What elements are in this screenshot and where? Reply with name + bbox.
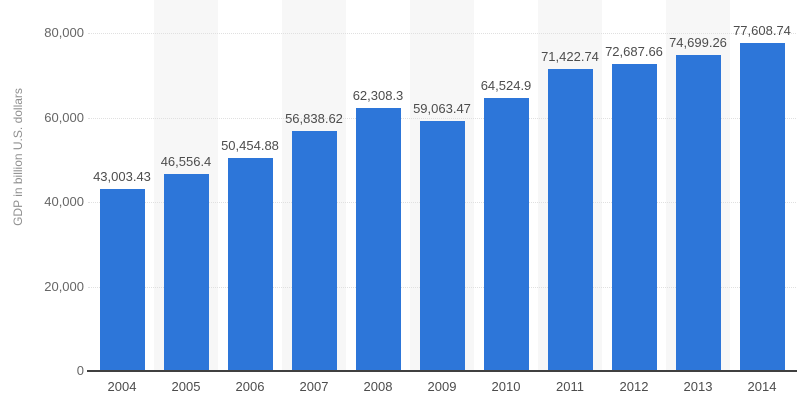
y-gridline [88, 118, 796, 119]
bar-value-label: 72,687.66 [605, 44, 663, 59]
y-axis-tick-label: 0 [76, 363, 84, 378]
gdp-bar[interactable] [356, 108, 401, 371]
x-axis-tick-label: 2010 [491, 379, 521, 394]
bar-value-label: 43,003.43 [93, 169, 151, 184]
x-axis-tick-label: 2004 [107, 379, 137, 394]
bar-value-label: 77,608.74 [733, 23, 791, 38]
y-axis-tick-label: 20,000 [44, 279, 84, 294]
gdp-bar[interactable] [100, 189, 145, 371]
bar-value-label: 56,838.62 [285, 111, 343, 126]
bar-value-label: 64,524.9 [480, 78, 532, 93]
y-axis-tick-label: 60,000 [44, 110, 84, 125]
x-axis-tick-label: 2011 [556, 379, 584, 394]
gdp-bar[interactable] [292, 131, 337, 371]
y-axis-title: GDP in billion U.S. dollars [11, 88, 25, 226]
bar-value-label: 74,699.26 [669, 35, 727, 50]
bar-value-label: 71,422.74 [541, 49, 599, 64]
x-axis-tick-label: 2008 [363, 379, 393, 394]
gdp-bar[interactable] [484, 98, 529, 371]
gdp-bar[interactable] [164, 174, 209, 371]
x-axis-line [87, 370, 797, 372]
gdp-bar[interactable] [228, 158, 273, 371]
bar-value-label: 59,063.47 [413, 101, 471, 116]
gdp-bar[interactable] [676, 55, 721, 371]
gdp-bar[interactable] [548, 69, 593, 371]
x-axis-tick-label: 2005 [171, 379, 201, 394]
bar-value-label: 62,308.3 [352, 88, 404, 103]
bar-value-label: 50,454.88 [221, 138, 279, 153]
x-axis-tick-label: 2012 [619, 379, 649, 394]
gdp-bar[interactable] [740, 43, 785, 371]
y-axis-tick-label: 80,000 [44, 25, 84, 40]
y-axis-tick-label: 40,000 [44, 194, 84, 209]
x-axis-tick-label: 2007 [299, 379, 329, 394]
x-axis-tick-label: 2014 [747, 379, 777, 394]
gdp-bar[interactable] [420, 121, 465, 371]
gdp-bar[interactable] [612, 64, 657, 371]
x-axis-tick-label: 2009 [427, 379, 457, 394]
x-axis-tick-label: 2013 [683, 379, 713, 394]
x-axis-tick-label: 2006 [235, 379, 265, 394]
y-gridline [88, 33, 796, 34]
bar-value-label: 46,556.4 [160, 154, 212, 169]
